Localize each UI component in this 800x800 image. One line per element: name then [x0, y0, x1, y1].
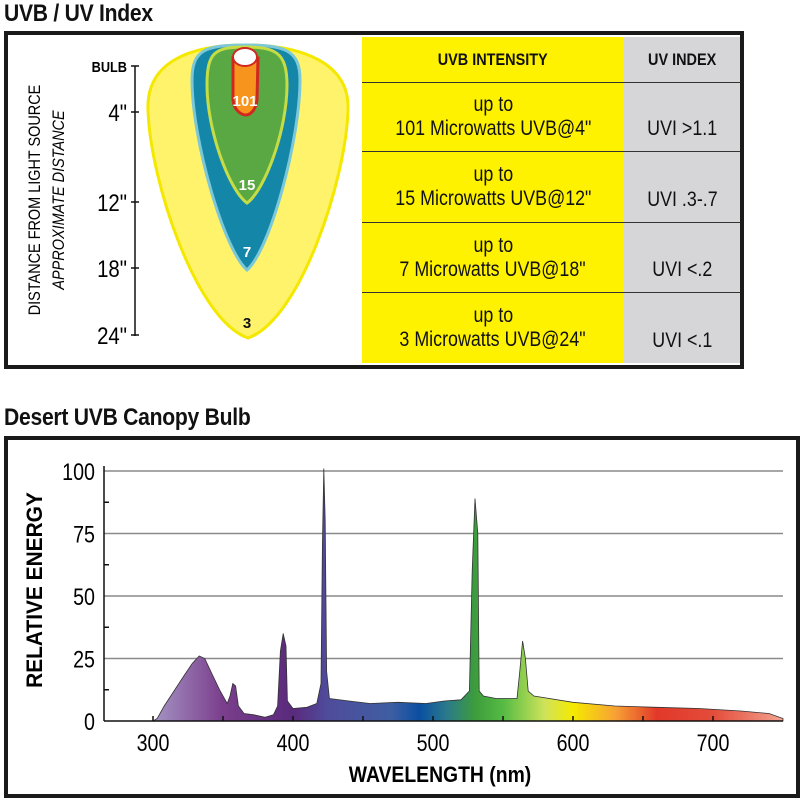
distance-tick-label: 12"	[97, 189, 127, 216]
uv-index-cell: UVI .3-.7	[624, 151, 740, 222]
uvb-line2: 101 Microwatts UVB@4"	[394, 117, 592, 140]
y-tick-label: 100	[62, 458, 95, 485]
distance-tick-label: 24"	[97, 322, 127, 349]
x-axis-label: WAVELENGTH (nm)	[349, 763, 531, 787]
uv-index-cell: UVI >1.1	[624, 82, 740, 151]
distance-tick-label: 18"	[97, 255, 127, 282]
x-tick-label: 400	[277, 729, 310, 756]
spectrum-title: Desert UVB Canopy Bulb	[4, 404, 251, 431]
distance-axis-label: DISTANCE FROM LIGHT SOURCE	[26, 85, 44, 316]
zone-15	[205, 45, 289, 205]
header-uvb-intensity: UVB INTENSITY	[362, 37, 624, 82]
x-tick-label: 300	[137, 729, 170, 756]
zone-label: 101	[232, 93, 257, 110]
x-tick-label: 500	[417, 729, 450, 756]
uvb-line1: up to	[473, 233, 513, 257]
y-axis-label: RELATIVE ENERGY	[23, 492, 48, 688]
spectrum-panel	[4, 436, 800, 798]
uv-index-cell: UVI <.2	[624, 222, 740, 292]
distance-axis-sublabel: APPROXIMATE DISTANCE	[50, 110, 68, 291]
uvb-intensity-cell: up to 7 Microwatts UVB@18"	[362, 222, 624, 292]
y-tick-label: 25	[73, 646, 95, 673]
y-tick-label: 50	[73, 583, 95, 610]
spectrum-area	[104, 468, 784, 722]
uvb-line1: up to	[473, 163, 513, 186]
uv-zone-diagram: 101 15 7 3 BULB 4" 12" 18" 24" DISTANCE FROM LIGH…	[26, 43, 350, 349]
uv-index-title: UVB / UV Index	[4, 0, 153, 27]
distance-tick-label: 4"	[108, 99, 127, 126]
uvb-line2: 7 Microwatts UVB@18"	[399, 257, 587, 281]
y-tick-label: 0	[84, 708, 95, 735]
zone-label: 3	[243, 315, 251, 332]
uvb-line1: up to	[473, 304, 513, 327]
uv-index-cell: UVI <.1	[624, 292, 740, 363]
y-tick-label: 75	[73, 521, 95, 548]
uvb-line1: up to	[473, 93, 513, 116]
uvb-intensity-cell: up to 101 Microwatts UVB@4"	[362, 82, 624, 151]
uv-table: UVB INTENSITY UV INDEX up to 101 Microwat…	[362, 37, 740, 363]
header-uv-index: UV INDEX	[624, 37, 740, 82]
x-tick-label: 600	[557, 729, 590, 756]
distance-tick-label: BULB	[92, 58, 127, 75]
uvb-intensity-cell: up to 3 Microwatts UVB@24"	[362, 292, 624, 363]
zone-label: 15	[239, 177, 256, 194]
zone-label: 7	[243, 244, 251, 261]
uvb-line2: 15 Microwatts UVB@12"	[394, 187, 592, 210]
zone-101	[231, 56, 260, 117]
bulb-icon	[232, 47, 258, 67]
uvb-line2: 3 Microwatts UVB@24"	[399, 328, 587, 351]
x-tick-label: 700	[697, 729, 730, 756]
uvb-intensity-cell: up to 15 Microwatts UVB@12"	[362, 151, 624, 222]
